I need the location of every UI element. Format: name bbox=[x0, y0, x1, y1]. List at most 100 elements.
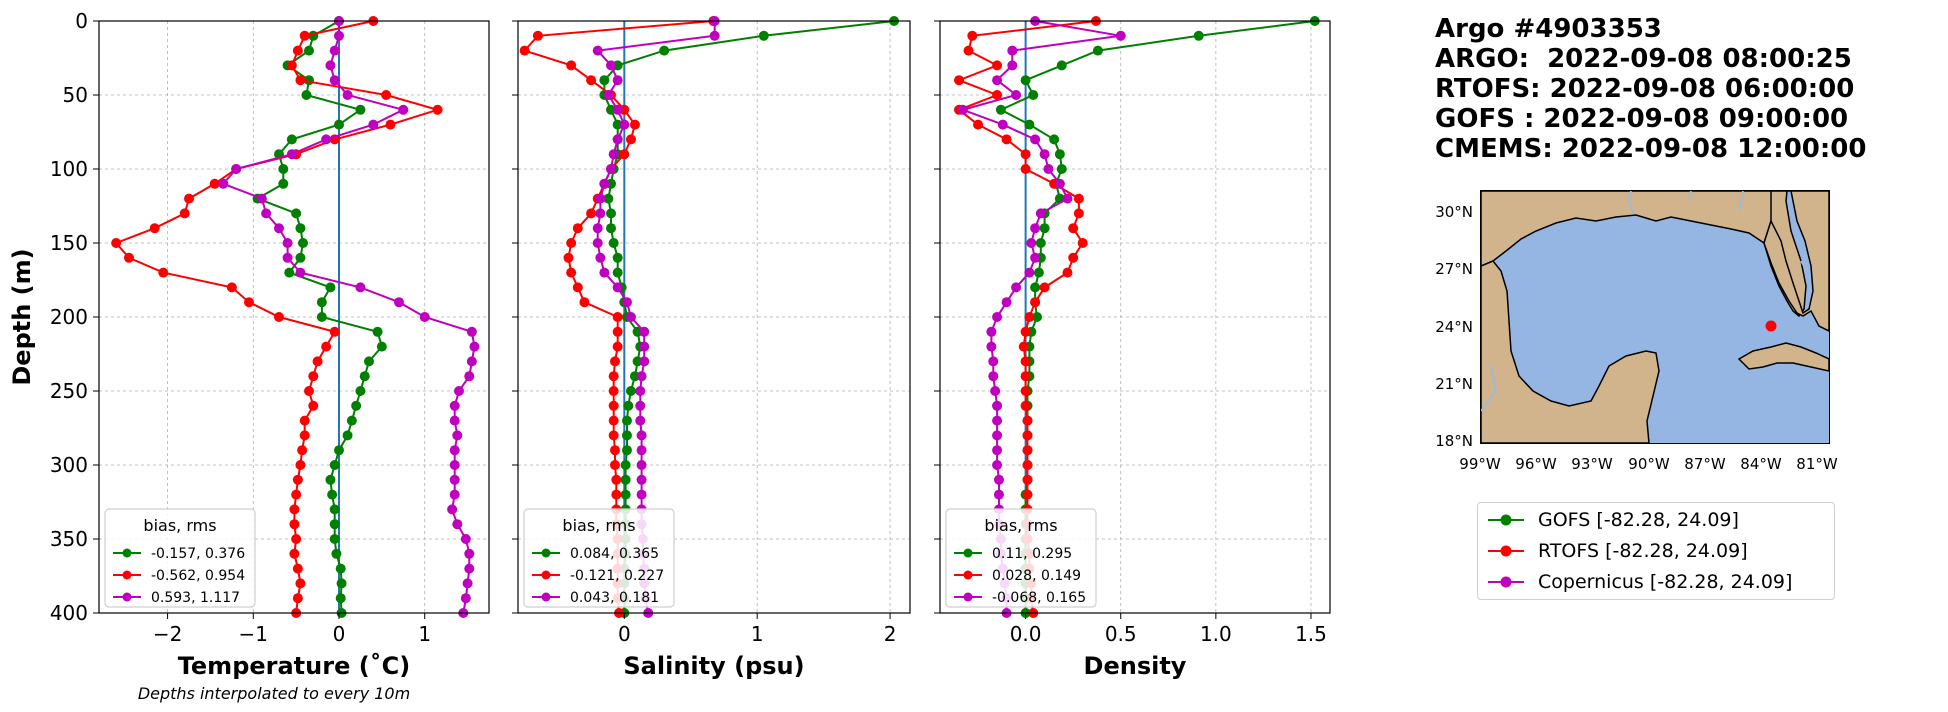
gofs-data-point bbox=[1033, 267, 1044, 278]
copernicus-data-point bbox=[449, 415, 460, 426]
rtofs-data-point bbox=[1039, 282, 1050, 293]
rtofs-data-point bbox=[1022, 415, 1033, 426]
copernicus-data-point bbox=[595, 193, 606, 204]
copernicus-data-point bbox=[1043, 164, 1054, 174]
copernicus-data-point bbox=[988, 371, 999, 382]
rtofs-data-point bbox=[432, 104, 443, 115]
map-xtick-label: 90°W bbox=[1628, 455, 1670, 473]
rtofs-data-point bbox=[308, 400, 319, 411]
rtofs-data-point bbox=[209, 178, 220, 189]
rtofs-data-point bbox=[292, 593, 303, 604]
rtofs-data-point bbox=[579, 297, 590, 308]
gofs-data-point bbox=[995, 104, 1006, 115]
copernicus-data-point bbox=[636, 460, 647, 470]
rtofs-legend-marker bbox=[541, 570, 551, 580]
copernicus-data-point bbox=[1062, 193, 1073, 204]
y-tick-label: 350 bbox=[50, 527, 88, 551]
copernicus-data-point bbox=[635, 400, 646, 411]
map-legend-copernicus: Copernicus [-82.28, 24.09] bbox=[1486, 568, 1792, 596]
copernicus-data-point bbox=[957, 104, 968, 115]
rtofs-data-point bbox=[321, 341, 332, 352]
rtofs-data-point bbox=[286, 60, 297, 71]
rtofs-data-point bbox=[619, 149, 630, 160]
copernicus-data-point bbox=[635, 386, 646, 396]
copernicus-data-point bbox=[990, 386, 1001, 396]
gofs-data-point bbox=[372, 326, 383, 337]
legend-box bbox=[945, 508, 1097, 608]
gofs-data-point bbox=[355, 386, 366, 396]
copernicus-data-point bbox=[355, 282, 366, 293]
copernicus-data-point bbox=[986, 341, 997, 352]
gofs-data-point bbox=[329, 519, 340, 530]
rtofs-data-point bbox=[295, 460, 306, 470]
x-axis-label: Salinity (psu) bbox=[623, 652, 804, 680]
x-tick-label: 1 bbox=[751, 622, 764, 646]
legend-entry: 0.028, 0.149 bbox=[992, 568, 1081, 584]
legend-entry: -0.157, 0.376 bbox=[151, 546, 245, 562]
gofs-data-point bbox=[346, 415, 357, 426]
copernicus-data-point bbox=[635, 415, 646, 426]
copernicus-data-point bbox=[466, 356, 477, 367]
florida-peninsula bbox=[1763, 191, 1829, 332]
map-legend-label: GOFS [-82.28, 24.09] bbox=[1538, 509, 1739, 531]
copernicus-data-point bbox=[462, 578, 473, 589]
x-tick-label: 1.0 bbox=[1200, 622, 1232, 646]
legend-entry: 0.593, 1.117 bbox=[151, 590, 240, 606]
copernicus-data-point bbox=[466, 326, 477, 337]
gofs-data-point bbox=[325, 282, 336, 293]
x-tick-label: 0 bbox=[618, 622, 631, 646]
rtofs-data-point bbox=[299, 415, 310, 426]
gofs-data-point bbox=[278, 164, 289, 174]
copernicus-data-point bbox=[993, 474, 1004, 485]
copernicus-data-point bbox=[1001, 297, 1012, 308]
legend-title: bias, rms bbox=[562, 516, 635, 535]
argo-time-line: ARGO: 2022-09-08 08:00:25 bbox=[1435, 44, 1852, 74]
y-tick-label: 300 bbox=[50, 453, 88, 477]
copernicus-data-point bbox=[992, 415, 1003, 426]
rtofs-data-point bbox=[1020, 164, 1031, 174]
rtofs-data-point bbox=[297, 445, 308, 456]
rtofs-data-point bbox=[563, 252, 574, 263]
gofs-data-point bbox=[620, 474, 631, 485]
map-legend-label: RTOFS [-82.28, 24.09] bbox=[1538, 540, 1748, 562]
gofs-data-point bbox=[295, 252, 306, 263]
copernicus-legend-marker bbox=[122, 592, 132, 602]
gofs-data-point bbox=[606, 223, 617, 234]
rtofs-data-point bbox=[1024, 312, 1035, 322]
rtofs-data-point bbox=[608, 430, 619, 441]
rtofs-data-point bbox=[629, 119, 640, 130]
gofs-data-point bbox=[623, 400, 634, 411]
rtofs-data-point bbox=[1077, 238, 1088, 248]
gofs-data-point bbox=[1039, 223, 1050, 234]
map-ytick-label: 27°N bbox=[1435, 260, 1473, 278]
gofs-data-point bbox=[316, 312, 327, 322]
x-tick-label: 0 bbox=[333, 622, 346, 646]
gofs-data-point bbox=[334, 119, 344, 130]
copernicus-data-point bbox=[595, 252, 606, 263]
rtofs-data-point bbox=[179, 208, 190, 219]
gofs-legend-marker bbox=[963, 548, 973, 558]
rtofs-data-point bbox=[992, 60, 1003, 71]
map-xtick-label: 99°W bbox=[1459, 455, 1501, 473]
gofs-data-point bbox=[621, 430, 632, 441]
map-xtick-label: 81°W bbox=[1796, 455, 1838, 473]
copernicus-data-point bbox=[1039, 149, 1050, 160]
copernicus-data-point bbox=[992, 460, 1003, 470]
rtofs-data-point bbox=[292, 563, 303, 574]
copernicus-data-point bbox=[992, 75, 1003, 86]
rtofs-data-point bbox=[625, 134, 636, 145]
copernicus-data-point bbox=[636, 371, 647, 382]
rtofs-data-point bbox=[608, 371, 619, 382]
copernicus-data-point bbox=[452, 430, 463, 441]
cmems-time-line: CMEMS: 2022-09-08 12:00:00 bbox=[1435, 134, 1867, 164]
copernicus-data-point bbox=[612, 104, 623, 115]
gofs-legend-marker bbox=[541, 548, 551, 558]
mexico-land bbox=[1481, 260, 1660, 443]
copernicus-data-point bbox=[1115, 30, 1126, 41]
rtofs-data-point bbox=[963, 45, 974, 56]
rtofs-data-point bbox=[1030, 297, 1041, 308]
gofs-data-point bbox=[1049, 134, 1060, 145]
gofs-data-point bbox=[278, 178, 289, 189]
copernicus-data-point bbox=[1035, 208, 1046, 219]
